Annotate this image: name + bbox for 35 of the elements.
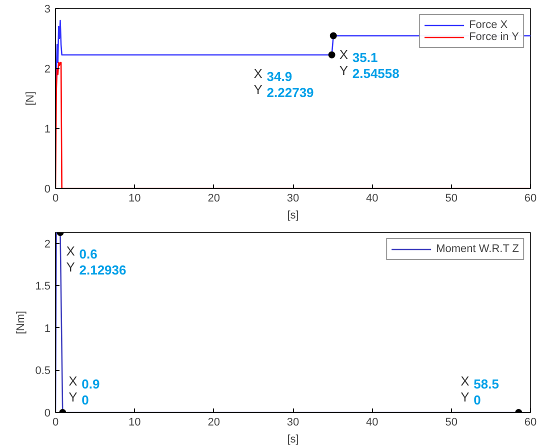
y-tick-label: 3 bbox=[44, 4, 51, 16]
y-tick-label: 0.5 bbox=[35, 365, 51, 378]
x-tick-label: 10 bbox=[128, 416, 141, 428]
x-tick-label: 20 bbox=[208, 416, 220, 428]
annotation: X 0.9 Y 0 bbox=[68, 374, 100, 408]
annotation: X 35.1 Y 2.54558 bbox=[339, 46, 400, 81]
annotation: X 58.5 Y 0 bbox=[460, 374, 499, 408]
x-axis-title: [s] bbox=[287, 434, 299, 446]
x-tick-label: 50 bbox=[445, 192, 458, 204]
y-axis-title: [Nm] bbox=[15, 310, 28, 334]
annotation: X 0.6 Y 2.12936 bbox=[66, 244, 126, 278]
x-tick-label: 60 bbox=[524, 416, 537, 428]
x-tick-label: 10 bbox=[128, 192, 141, 204]
x-tick-label: 0 bbox=[52, 416, 59, 428]
y-tick-label: 0 bbox=[44, 184, 51, 196]
x-tick-label: 40 bbox=[366, 416, 378, 428]
x-tick-label: 30 bbox=[286, 192, 300, 204]
y-axis-title: [N] bbox=[24, 91, 36, 106]
legend-label: Moment W.R.T Z bbox=[436, 243, 519, 255]
y-tick-label: 2 bbox=[44, 64, 51, 76]
y-tick-label: 0 bbox=[44, 408, 51, 420]
x-tick-label: 40 bbox=[366, 192, 378, 204]
annotation: X 34.9 Y 2.22739 bbox=[254, 66, 314, 100]
y-tick-label: 1 bbox=[44, 124, 51, 136]
x-tick-label: 50 bbox=[445, 416, 458, 428]
x-tick-label: 0 bbox=[52, 192, 59, 204]
legend-label: Force X bbox=[469, 19, 508, 31]
y-tick-label: 2 bbox=[44, 238, 51, 250]
x-tick-label: 30 bbox=[286, 416, 300, 428]
y-tick-label: 1.5 bbox=[35, 280, 51, 293]
x-tick-label: 60 bbox=[524, 192, 537, 204]
x-axis-title: [s] bbox=[287, 210, 299, 222]
legend-label: Force in Y bbox=[469, 31, 519, 43]
y-tick-label: 1 bbox=[44, 322, 51, 335]
x-tick-label: 20 bbox=[208, 192, 220, 204]
